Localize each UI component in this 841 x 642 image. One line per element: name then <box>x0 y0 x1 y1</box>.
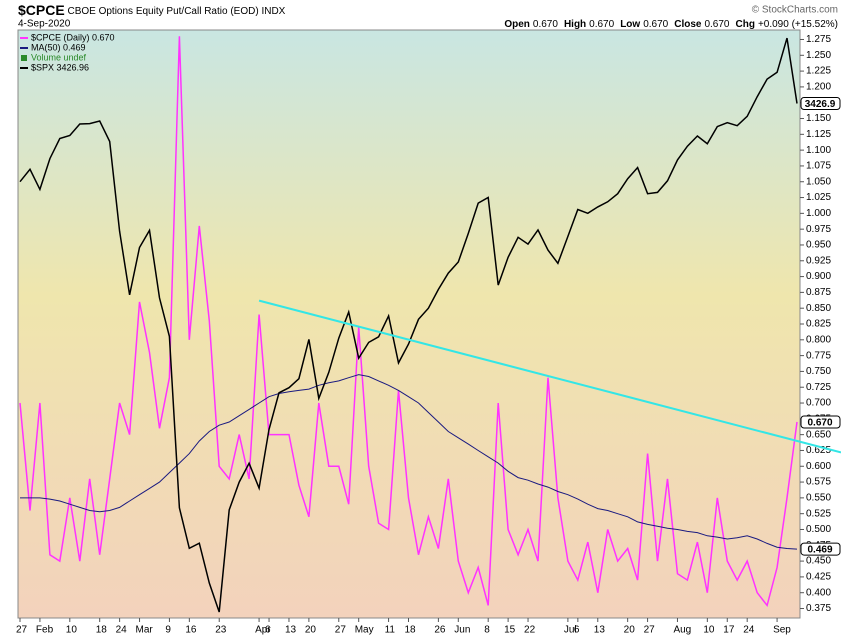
quote-label: Chg <box>735 19 754 30</box>
y-tick-label: 0.450 <box>806 556 831 567</box>
x-tick-label: 27 <box>16 625 28 636</box>
x-tick-label: 24 <box>743 625 755 636</box>
y-tick-label: 0.400 <box>806 587 831 598</box>
quote-label: Close <box>674 19 702 30</box>
y-tick-label: 1.050 <box>806 176 831 187</box>
x-tick-label: 6 <box>265 625 271 636</box>
y-tick-label: 1.150 <box>806 113 831 124</box>
y-tick-label: 0.375 <box>806 603 831 614</box>
x-tick-label: 20 <box>624 625 636 636</box>
x-tick-label: 20 <box>305 625 317 636</box>
x-tick-label: 24 <box>116 625 128 636</box>
x-tick-label: 10 <box>66 625 78 636</box>
value-tag-box <box>800 542 841 556</box>
x-tick-label: 13 <box>594 625 606 636</box>
y-tick-label: 0.625 <box>806 445 831 456</box>
x-tick-label: Apr <box>255 625 271 636</box>
plot-area <box>17 29 801 619</box>
y-tick-label: 0.725 <box>806 382 831 393</box>
x-tick-label: 6 <box>574 625 580 636</box>
y-tick-label: 0.500 <box>806 524 831 535</box>
x-tick-label: 11 <box>385 625 396 636</box>
x-tick-label: 17 <box>723 625 735 636</box>
chart-title: $CPCE CBOE Options Equity Put/Call Ratio… <box>18 2 286 18</box>
series-group <box>19 36 798 613</box>
y-tick-label: 1.200 <box>806 82 831 93</box>
x-tick-label: 18 <box>405 625 417 636</box>
y-tick-label: 1.125 <box>806 129 831 140</box>
value-tag: 0.469 <box>807 545 832 556</box>
x-tick-label: 27 <box>335 625 347 636</box>
y-tick-label: 1.275 <box>806 34 831 45</box>
quote: Open 0.670 High 0.670 Low 0.670 Close 0.670 Chg +… <box>504 19 838 30</box>
value-tag: 0.670 <box>807 418 832 429</box>
y-tick-label: 1.075 <box>806 161 831 172</box>
y-tick-label: 0.975 <box>806 224 831 235</box>
quote-label: Open <box>504 19 530 30</box>
y-tick-label: 0.550 <box>806 493 831 504</box>
x-tick-label: Feb <box>36 625 54 636</box>
y-tick-label: 0.875 <box>806 287 831 298</box>
quote-value: 0.670 <box>533 19 558 30</box>
legend-label: MA(50) 0.469 <box>31 42 86 52</box>
x-tick-label: 23 <box>215 625 227 636</box>
y-tick-label: 1.025 <box>806 192 831 203</box>
y-tick-label: 0.700 <box>806 398 831 409</box>
y-tick-label: 0.800 <box>806 334 831 345</box>
x-tick-label: Sep <box>773 625 791 636</box>
x-tick-label: 13 <box>285 625 297 636</box>
y-tick-label: 1.000 <box>806 208 831 219</box>
x-tick-label: Jul <box>564 625 577 636</box>
x-tick-label: Mar <box>136 625 154 636</box>
x-tick-label: May <box>355 625 374 636</box>
x-tick-label: 27 <box>644 625 656 636</box>
value-tag-box <box>800 415 841 429</box>
x-tick-label: 18 <box>96 625 108 636</box>
quote-label: Low <box>620 19 640 30</box>
y-tick-label: 0.950 <box>806 240 831 251</box>
y-tick-label: 1.100 <box>806 145 831 156</box>
y-tick-label: 0.825 <box>806 319 831 330</box>
y-tick-label: 0.900 <box>806 271 831 282</box>
date: 4-Sep-2020 <box>18 19 71 30</box>
value-tag: 3426.9 <box>805 99 836 110</box>
x-tick-label: 15 <box>504 625 516 636</box>
x-tick-label: Jun <box>454 625 470 636</box>
y-tick-label: 1.250 <box>806 50 831 61</box>
y-tick-label: 0.575 <box>806 477 831 488</box>
copyright: © StockCharts.com <box>752 5 838 16</box>
quote-value: 0.670 <box>704 19 729 30</box>
y-tick-label: 0.775 <box>806 350 831 361</box>
legend-swatch <box>21 55 27 61</box>
x-tick-label: 8 <box>484 625 490 636</box>
series-line <box>19 36 798 608</box>
y-tick-label: 0.425 <box>806 572 831 583</box>
quote-value: +0.090 (+15.52%) <box>758 19 838 30</box>
series-line <box>19 37 798 613</box>
y-tick-label: 0.525 <box>806 508 831 519</box>
y-tick-label: 1.225 <box>806 66 831 77</box>
y-tick-label: 0.925 <box>806 255 831 266</box>
x-tick-label: Aug <box>673 625 691 636</box>
x-tick-label: 22 <box>524 625 536 636</box>
trendline <box>258 299 841 454</box>
y-tick-label: 0.850 <box>806 303 831 314</box>
x-tick-label: 9 <box>165 625 171 636</box>
value-tag-box <box>800 97 841 110</box>
y-tick-label: 0.650 <box>806 429 831 440</box>
x-tick-label: 10 <box>703 625 715 636</box>
quote-value: 0.670 <box>589 19 614 30</box>
x-tick-label: 26 <box>434 625 446 636</box>
series-line <box>20 374 798 550</box>
legend-label: Volume undef <box>31 52 87 62</box>
legend-label: $CPCE (Daily) 0.670 <box>31 32 115 42</box>
y-tick-label: 0.600 <box>806 461 831 472</box>
quote-label: High <box>564 19 586 30</box>
quote-value: 0.670 <box>643 19 668 30</box>
y-tick-label: 0.750 <box>806 366 831 377</box>
legend-label: $SPX 3426.96 <box>31 62 89 72</box>
x-tick-label: 16 <box>185 625 197 636</box>
